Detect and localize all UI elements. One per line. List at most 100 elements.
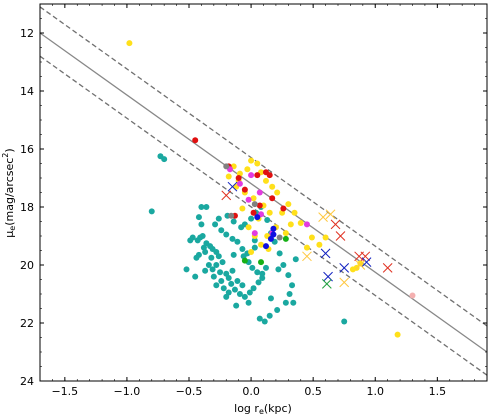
x-axis-label: log re(kpc) (234, 402, 292, 416)
cross-point (361, 257, 372, 267)
circle-point (275, 266, 282, 273)
circle-point (248, 157, 255, 164)
circle-point (239, 282, 246, 289)
circle-point (254, 160, 261, 167)
circle-point (228, 280, 235, 287)
circle-point (291, 209, 298, 216)
circle-point (205, 262, 212, 268)
circle-point (251, 201, 258, 208)
cross-point (339, 277, 350, 288)
circle-point (267, 235, 274, 242)
cross-point (320, 248, 331, 259)
circle-point (225, 275, 232, 282)
x-tick-label: −1.5 (51, 385, 78, 398)
cross-point (221, 190, 232, 201)
circle-point (218, 277, 225, 284)
circle-point (213, 248, 220, 255)
circle-point (195, 214, 202, 221)
cross-point (355, 260, 366, 270)
dispersion-line (40, 6, 487, 327)
circle-point (269, 195, 276, 202)
circle-point (267, 295, 274, 302)
circle-point (287, 221, 294, 228)
circle-point (322, 234, 329, 241)
circle-point (256, 315, 263, 322)
circle-point (256, 202, 263, 209)
cross-point (318, 212, 328, 223)
cross-point (382, 263, 393, 273)
circle-point (249, 264, 256, 271)
circle-point (259, 275, 266, 282)
circle-point (276, 250, 283, 257)
circle-point (245, 224, 252, 231)
circle-point (183, 266, 190, 273)
fit-line (40, 32, 487, 353)
circle-point (353, 264, 360, 271)
cross-point (335, 231, 346, 241)
circle-point (213, 282, 220, 289)
circle-point (148, 208, 155, 215)
y-tick-label: 20 (20, 259, 34, 272)
circle-point (409, 292, 416, 299)
cross-point (330, 219, 341, 230)
data-points (126, 40, 416, 338)
circle-point (316, 241, 323, 248)
circle-point (225, 173, 232, 180)
circle-point (282, 230, 289, 237)
circle-point (215, 253, 222, 260)
x-tick-label: 0.0 (242, 385, 260, 398)
circle-point (289, 282, 296, 289)
circle-point (266, 312, 273, 319)
circle-point (262, 264, 269, 271)
circle-point (236, 180, 243, 187)
circle-point (251, 237, 258, 244)
circle-point (269, 183, 276, 190)
circle-point (231, 286, 238, 293)
circle-point (218, 227, 225, 234)
circle-point (208, 254, 215, 261)
circle-point (246, 289, 253, 296)
circle-point (229, 267, 236, 274)
circle-point (241, 186, 248, 193)
circle-point (290, 299, 297, 306)
circle-point (254, 172, 261, 179)
circle-point (285, 272, 292, 279)
circle-point (212, 221, 219, 228)
cross-point (325, 209, 336, 220)
circle-point (217, 269, 224, 276)
circle-point (228, 212, 235, 219)
circle-point (202, 267, 209, 274)
circle-point (193, 254, 200, 261)
circle-point (229, 235, 236, 242)
cross-point (339, 263, 350, 273)
circle-point (192, 273, 199, 280)
circle-point (285, 201, 292, 208)
circle-point (198, 221, 205, 228)
circle-point (161, 156, 168, 163)
circle-point (256, 189, 263, 196)
circle-point (235, 175, 242, 181)
cross-point (302, 251, 312, 262)
circle-point (239, 205, 246, 212)
circle-point (258, 241, 265, 248)
circle-point (297, 219, 304, 226)
circle-point (248, 248, 255, 255)
x-tick-label: 0.5 (304, 385, 322, 398)
cross-point (360, 251, 371, 262)
circle-point (202, 248, 209, 255)
circle-point (233, 302, 240, 309)
circle-point (194, 237, 201, 244)
circle-point (282, 235, 289, 242)
x-tick-label: −1.0 (114, 385, 141, 398)
y-tick-label: 24 (20, 375, 34, 388)
circle-point (209, 266, 216, 273)
circle-point (262, 243, 269, 250)
circle-point (286, 291, 293, 297)
circle-point (234, 238, 241, 245)
circle-point (276, 234, 283, 241)
circle-point (261, 318, 268, 325)
circle-point (250, 285, 257, 292)
circle-point (223, 270, 230, 277)
circle-point (303, 221, 310, 228)
circle-point (266, 172, 273, 179)
